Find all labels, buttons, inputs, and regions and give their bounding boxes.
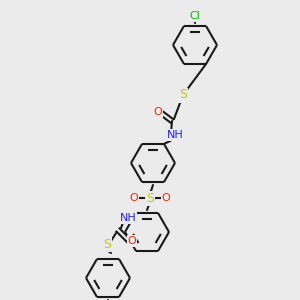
Text: O: O [154,107,162,117]
Text: O: O [130,193,138,203]
Text: Cl: Cl [190,11,200,21]
Text: O: O [162,193,170,203]
Text: O: O [128,236,136,246]
Text: NH: NH [120,213,136,223]
Text: S: S [146,191,154,205]
Text: NH: NH [167,130,183,140]
Text: S: S [103,238,111,250]
Text: S: S [179,88,187,101]
